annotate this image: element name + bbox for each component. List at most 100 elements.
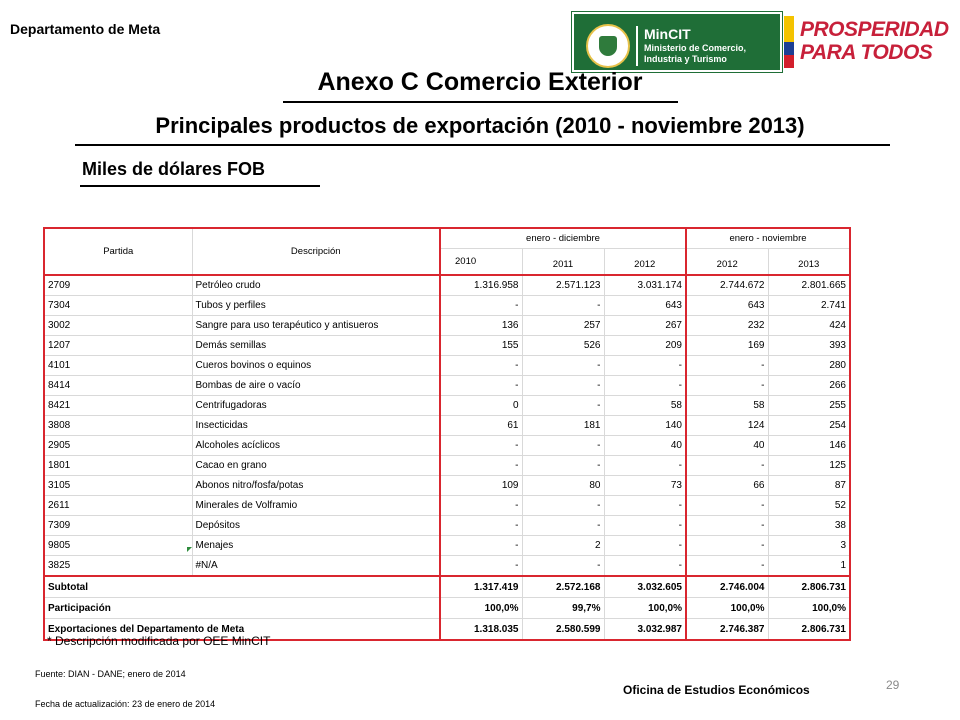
cell-value: 40 bbox=[685, 435, 769, 456]
cell-value: 100,0% bbox=[767, 597, 851, 619]
header-group-enero-diciembre: enero - diciembre bbox=[439, 227, 687, 249]
cell-value: - bbox=[685, 375, 769, 396]
cell-value: 2.746.004 bbox=[685, 575, 769, 598]
cell-value: 2.580.599 bbox=[521, 618, 605, 641]
table-row: 2905 Alcoholes acíclicos - -40 40 146 bbox=[43, 435, 851, 456]
cell-descripcion: Sangre para uso terapéutico y antisueros bbox=[191, 315, 441, 336]
cell-value: 124 bbox=[685, 415, 769, 436]
subtotal-row: Subtotal 1.317.419 2.572.168 3.032.605 2.746… bbox=[43, 575, 851, 598]
cell-value: - bbox=[685, 515, 769, 536]
cell-value: - bbox=[439, 535, 523, 556]
cell-descripcion: Alcoholes acíclicos bbox=[191, 435, 441, 456]
cell-value: 2 bbox=[521, 535, 605, 556]
header-year: 2012 bbox=[685, 255, 769, 276]
page-title: Anexo C Comercio Exterior bbox=[317, 68, 643, 96]
cell-value: 3.032.987 bbox=[603, 618, 687, 641]
cell-value: 52 bbox=[767, 495, 851, 516]
units-underline bbox=[80, 185, 320, 187]
cell-value: 3 bbox=[767, 535, 851, 556]
page-subtitle: Principales productos de exportación (20… bbox=[155, 113, 805, 138]
cell-partida: 8421 bbox=[43, 395, 193, 416]
cell-value: 3.031.174 bbox=[603, 274, 687, 296]
cell-partida: 3105 bbox=[43, 475, 193, 496]
table-row: 9805 Menajes -2- -3 bbox=[43, 535, 851, 556]
error-indicator-icon bbox=[187, 547, 192, 552]
cell-value: 267 bbox=[603, 315, 687, 336]
page-number: 29 bbox=[886, 678, 900, 692]
cell-value: - bbox=[521, 355, 605, 376]
cell-descripcion: Petróleo crudo bbox=[191, 274, 441, 296]
cell-value: 3.032.605 bbox=[603, 575, 687, 598]
cell-value: 2.744.672 bbox=[685, 274, 769, 296]
cell-value: - bbox=[439, 455, 523, 476]
cell-descripcion: #N/A bbox=[191, 555, 441, 577]
cell-partida: 1801 bbox=[43, 455, 193, 476]
subtotal-row-label: Subtotal bbox=[43, 575, 441, 598]
coat-of-arms-icon bbox=[586, 24, 630, 68]
cell-value: 2.571.123 bbox=[521, 274, 605, 296]
cell-value: 255 bbox=[767, 395, 851, 416]
mincit-logo: MinCIT Ministerio de Comercio, Industria… bbox=[571, 11, 783, 73]
cell-value: 66 bbox=[685, 475, 769, 496]
cell-value: 169 bbox=[685, 335, 769, 356]
cell-value: 125 bbox=[767, 455, 851, 476]
cell-value: 2.806.731 bbox=[767, 575, 851, 598]
cell-partida: 7304 bbox=[43, 295, 193, 316]
table-row: 3825 #N/A - - - -1 bbox=[43, 555, 851, 577]
cell-descripcion: Abonos nitro/fosfa/potas bbox=[191, 475, 441, 496]
cell-value: 87 bbox=[767, 475, 851, 496]
table-row: 3105 Abonos nitro/fosfa/potas 109 80 73 66 87 bbox=[43, 475, 851, 496]
cell-value: - bbox=[521, 395, 605, 416]
cell-value: 0 bbox=[439, 395, 523, 416]
table-row: 4101 Cueros bovinos o equinos - - - -280 bbox=[43, 355, 851, 376]
subtitle-underline bbox=[75, 144, 890, 146]
header-group-enero-noviembre: enero - noviembre bbox=[685, 227, 851, 249]
cell-value: - bbox=[603, 375, 687, 396]
units-label: Miles de dólares FOB bbox=[82, 159, 266, 179]
cell-value: 393 bbox=[767, 335, 851, 356]
cell-value: - bbox=[603, 495, 687, 516]
cell-value: 526 bbox=[521, 335, 605, 356]
cell-value: 100,0% bbox=[685, 597, 769, 619]
table-row: 2611 Minerales de Volframio - - - -52 bbox=[43, 495, 851, 516]
cell-value: - bbox=[439, 355, 523, 376]
cell-value: - bbox=[439, 295, 523, 316]
table-row: 8414 Bombas de aire o vacío - - - -266 bbox=[43, 375, 851, 396]
cell-partida: 2905 bbox=[43, 435, 193, 456]
cell-value: 254 bbox=[767, 415, 851, 436]
cell-partida: 9805 bbox=[43, 535, 193, 556]
cell-value: - bbox=[603, 555, 687, 577]
cell-value: 2.741 bbox=[767, 295, 851, 316]
cell-value: 2.806.731 bbox=[767, 618, 851, 641]
cell-value: 40 bbox=[603, 435, 687, 456]
cell-partida: 3808 bbox=[43, 415, 193, 436]
cell-partida: 1207 bbox=[43, 335, 193, 356]
participacion-row-label: Participación bbox=[43, 597, 441, 619]
cell-value: 58 bbox=[685, 395, 769, 416]
cell-value: 109 bbox=[439, 475, 523, 496]
header-descripcion: Descripción bbox=[191, 227, 441, 276]
department-label: Departamento de Meta bbox=[10, 21, 161, 37]
cell-descripcion: Cueros bovinos o equinos bbox=[191, 355, 441, 376]
cell-value: - bbox=[685, 355, 769, 376]
mincit-logo-subtext: Ministerio de Comercio, Industria y Turi… bbox=[644, 43, 747, 64]
cell-value: 1.316.958 bbox=[439, 274, 523, 296]
cell-value: 2.746.387 bbox=[685, 618, 769, 641]
cell-descripcion: Bombas de aire o vacío bbox=[191, 375, 441, 396]
header-year: 2013 bbox=[767, 255, 851, 276]
cell-descripcion: Tubos y perfiles bbox=[191, 295, 441, 316]
cell-value: - bbox=[439, 375, 523, 396]
table-row: 3808 Insecticidas 61 181 140 124 254 bbox=[43, 415, 851, 436]
cell-value: 136 bbox=[439, 315, 523, 336]
cell-partida: 3825 bbox=[43, 555, 193, 577]
table-row: 1801 Cacao en grano - - - -125 bbox=[43, 455, 851, 476]
cell-value: - bbox=[685, 555, 769, 577]
cell-value: 424 bbox=[767, 315, 851, 336]
cell-value: 146 bbox=[767, 435, 851, 456]
cell-descripcion: Minerales de Volframio bbox=[191, 495, 441, 516]
table-row: 7304 Tubos y perfiles - -643 643 2.741 bbox=[43, 295, 851, 316]
cell-value: 61 bbox=[439, 415, 523, 436]
title-underline bbox=[283, 101, 678, 103]
cell-value: - bbox=[521, 375, 605, 396]
cell-value: - bbox=[521, 555, 605, 577]
